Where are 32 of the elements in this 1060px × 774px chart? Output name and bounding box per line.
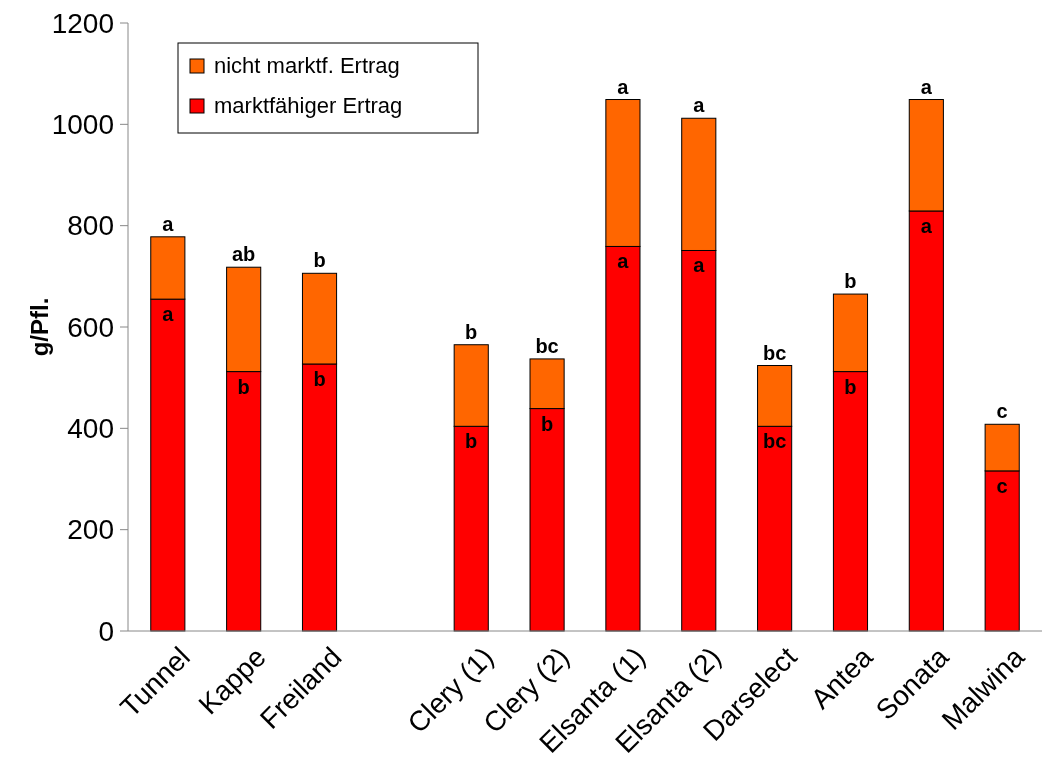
annotation: bc xyxy=(762,430,787,453)
annotation: b xyxy=(313,367,326,390)
annotation: b xyxy=(313,249,326,272)
legend-label: nicht marktf. Ertrag xyxy=(214,53,400,78)
y-tick-label: 400 xyxy=(67,413,114,445)
annotation: a xyxy=(162,212,175,235)
annotation: a xyxy=(693,94,706,117)
annotation: a xyxy=(162,303,175,326)
annotation: a xyxy=(693,254,706,277)
annotation: ab xyxy=(232,243,256,266)
annotation: a xyxy=(617,75,630,98)
annotation: b xyxy=(465,320,478,343)
annotation: b xyxy=(540,412,554,435)
annotation: bc xyxy=(535,334,559,357)
y-tick-label: 1000 xyxy=(51,109,114,141)
y-tick-label: 0 xyxy=(98,615,114,647)
annotation: c xyxy=(996,474,1008,497)
annotation: c xyxy=(996,400,1008,423)
annotation: a xyxy=(920,214,933,237)
y-tick-label: 1200 xyxy=(51,7,114,39)
y-tick-label: 600 xyxy=(67,311,114,343)
annotation: b xyxy=(844,375,857,398)
annotation: b xyxy=(237,375,250,398)
annotation: bc xyxy=(762,341,787,364)
annotation: a xyxy=(920,75,933,98)
y-tick-label: 200 xyxy=(67,514,114,546)
y-axis-title: g/Pfl. xyxy=(26,297,53,357)
annotation: a xyxy=(617,250,630,273)
legend-label: marktfähiger Ertrag xyxy=(214,93,403,118)
annotation: b xyxy=(844,270,857,293)
annotation: b xyxy=(465,430,478,453)
y-tick-label: 800 xyxy=(67,210,114,242)
